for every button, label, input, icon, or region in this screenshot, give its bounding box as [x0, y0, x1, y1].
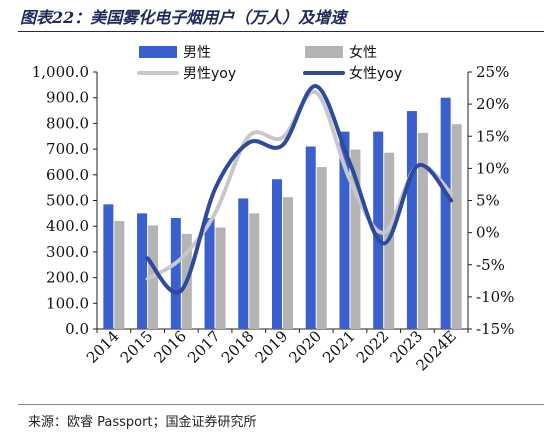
x-tick-label: 2022 [353, 327, 393, 367]
right-tick-label: 0% [476, 224, 500, 242]
x-tick-label: 2017 [184, 327, 224, 367]
left-tick-label: 800.0 [46, 114, 89, 132]
right-tick-label: -15% [476, 320, 514, 338]
bar-male [204, 217, 215, 329]
left-tick-label: 500.0 [46, 192, 89, 210]
left-tick-label: 200.0 [46, 269, 89, 287]
left-tick-label: 900.0 [46, 89, 89, 107]
source-note: 来源：欧睿 Passport；国金证券研究所 [28, 415, 257, 430]
bar-female [249, 213, 260, 329]
x-tick-label: 2015 [117, 327, 157, 367]
bar-male [305, 146, 316, 329]
bar-male [170, 217, 181, 329]
title-divider [18, 31, 544, 32]
bar-female [215, 227, 226, 329]
bar-male [238, 198, 249, 329]
bar-male [103, 204, 114, 329]
left-tick-label: 1,000.0 [32, 63, 89, 81]
x-tick-label: 2021 [319, 327, 359, 367]
right-tick-label: -5% [476, 256, 505, 274]
left-tick-label: 700.0 [46, 140, 89, 158]
legend-label: 女性yoy [349, 65, 402, 82]
right-tick-label: 20% [476, 95, 509, 113]
left-tick-label: 400.0 [46, 217, 89, 235]
right-tick-label: 15% [476, 127, 509, 145]
left-tick-label: 100.0 [46, 294, 89, 312]
right-tick-label: 10% [476, 159, 509, 177]
legend-label: 男性yoy [183, 66, 236, 82]
line-layer [145, 84, 454, 295]
bar-female [350, 149, 361, 329]
legend-label: 男性 [183, 45, 211, 61]
left-tick-label: 600.0 [46, 166, 89, 184]
legend-swatch [139, 46, 177, 58]
bar-female [451, 124, 462, 330]
x-tick-label: 2016 [150, 327, 190, 367]
bar-male [137, 213, 148, 329]
bar-male [406, 111, 417, 330]
right-tick-label: 5% [476, 192, 500, 210]
female-yoy-line [145, 84, 454, 295]
chart-title: 图表22：美国雾化电子烟用户（万人）及增速 [20, 8, 347, 27]
bar-male [339, 131, 350, 329]
chart: 0.0 100.0 200.0 300.0 400.0 500.0 600.0 700.0 80… [32, 44, 515, 375]
x-tick-label: 2018 [218, 327, 258, 367]
bar-layer [103, 97, 462, 330]
bar-female [417, 132, 428, 329]
bar-female [316, 167, 327, 329]
footer-divider [18, 404, 544, 405]
left-tick-label: 300.0 [46, 243, 89, 261]
legend-label: 女性 [349, 44, 377, 61]
left-tick-label: 0.0 [65, 320, 89, 338]
right-tick-label: 25% [476, 63, 509, 81]
x-tick-label: 2019 [252, 327, 292, 367]
legend-swatch [305, 46, 343, 58]
bar-female [283, 197, 293, 329]
x-tick-label: 2020 [285, 327, 325, 367]
bar-male [440, 97, 451, 329]
bar-male [272, 179, 282, 329]
bar-female [114, 221, 125, 329]
right-tick-label: -10% [476, 288, 514, 306]
